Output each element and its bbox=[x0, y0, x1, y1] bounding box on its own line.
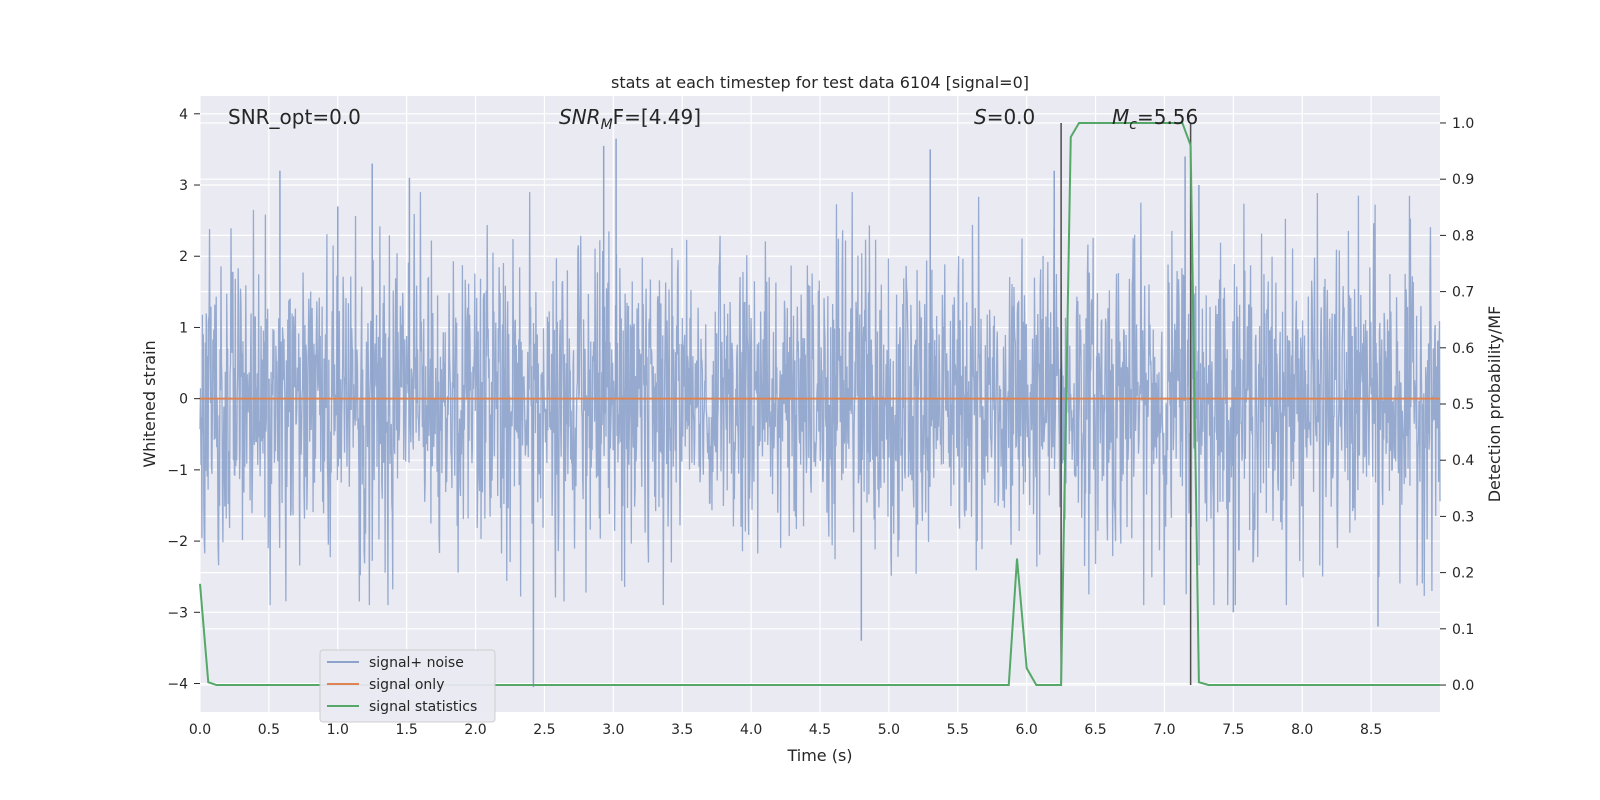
x-tick-label: 8.0 bbox=[1291, 722, 1313, 738]
y-tick-label: −2 bbox=[167, 534, 188, 550]
y-right-tick-label: 0.6 bbox=[1452, 341, 1474, 357]
x-tick-label: 0.5 bbox=[258, 722, 280, 738]
y-right-tick-label: 1.0 bbox=[1452, 116, 1474, 132]
annotation-snr-mf: SNRMF=[4.49] bbox=[559, 105, 701, 133]
legend-label-signal-statistics: signal statistics bbox=[369, 699, 477, 715]
y-tick-label: 1 bbox=[179, 320, 188, 336]
y-tick-label: −1 bbox=[167, 463, 188, 479]
vertical-markers bbox=[1060, 122, 1192, 686]
x-tick-label: 4.0 bbox=[740, 722, 762, 738]
x-tick-label: 3.0 bbox=[602, 722, 624, 738]
y-right-tick-label: 0.4 bbox=[1452, 453, 1474, 469]
y-axis-label: Whitened strain bbox=[140, 340, 159, 467]
signal-noise-line bbox=[199, 192, 1441, 606]
y-right-tick-label: 0.7 bbox=[1452, 285, 1474, 301]
x-tick-label: 1.0 bbox=[327, 722, 349, 738]
x-tick-label: 7.0 bbox=[1153, 722, 1175, 738]
annotation-snr-mf-rest: F=[4.49] bbox=[613, 105, 701, 129]
annotation-mc-rest: =5.56 bbox=[1137, 105, 1198, 129]
annotation-mc-main: M bbox=[1112, 105, 1129, 129]
y-right-tick-label: 0.5 bbox=[1452, 397, 1474, 413]
x-tick-label: 8.5 bbox=[1360, 722, 1382, 738]
x-tick-label: 6.5 bbox=[1084, 722, 1106, 738]
y-tick-label: −3 bbox=[167, 605, 188, 621]
signal-noise-series bbox=[199, 138, 1441, 688]
y-right-tick-label: 0.1 bbox=[1452, 622, 1474, 638]
y-axis-right-label: Detection probability/MF bbox=[1485, 306, 1504, 503]
y-tick-label: 2 bbox=[179, 249, 188, 265]
annotation-mc-sub: c bbox=[1129, 117, 1137, 133]
annotation-s: S=0.0 bbox=[974, 105, 1035, 129]
legend-label-signal-only: signal only bbox=[369, 677, 444, 693]
y-right-tick-label: 0.3 bbox=[1452, 509, 1474, 525]
signal-statistics-series bbox=[199, 121, 1440, 687]
y-right-tick-label: 0.2 bbox=[1452, 566, 1474, 582]
y-tick-label: −4 bbox=[167, 677, 188, 693]
y-right-tick-label: 0.8 bbox=[1452, 228, 1474, 244]
y-tick-label: 3 bbox=[179, 178, 188, 194]
axes: 0.0 0.5 1.0 1.5 2.0 2.5 3.0 3.5 4.0 4.5 5.0 5.5 6.0 6… bbox=[167, 107, 1474, 738]
x-axis-label: Time (s) bbox=[786, 746, 852, 765]
x-tick-label: 0.0 bbox=[189, 722, 211, 738]
annotation-snr-opt: SNR_opt=0.0 bbox=[228, 105, 361, 129]
x-tick-label: 6.0 bbox=[1016, 722, 1038, 738]
x-tick-label: 5.0 bbox=[878, 722, 900, 738]
x-tick-label: 7.5 bbox=[1222, 722, 1244, 738]
y-tick-label: 0 bbox=[179, 392, 188, 408]
annotation-s-main: S bbox=[974, 105, 987, 129]
annotation-snr-mf-main: SNR bbox=[559, 105, 601, 129]
y-right-tick-label: 0.9 bbox=[1452, 172, 1474, 188]
legend-box bbox=[319, 649, 496, 723]
x-tick-label: 1.5 bbox=[396, 722, 418, 738]
legend: signal+ noise signal only signal statist… bbox=[319, 649, 496, 723]
legend-label-signal-noise: signal+ noise bbox=[369, 655, 464, 671]
signal-statistics-line bbox=[199, 121, 1440, 687]
x-tick-label: 3.5 bbox=[671, 722, 693, 738]
annotation-snr-mf-sub: M bbox=[601, 117, 613, 133]
annotation-s-rest: =0.0 bbox=[987, 105, 1036, 129]
x-tick-label: 4.5 bbox=[809, 722, 831, 738]
x-tick-label: 2.0 bbox=[464, 722, 486, 738]
annotation-mc: Mc=5.56 bbox=[1112, 105, 1198, 133]
chart-title: stats at each timestep for test data 610… bbox=[611, 73, 1029, 92]
x-tick-label: 5.5 bbox=[947, 722, 969, 738]
y-right-tick-label: 0.0 bbox=[1452, 678, 1474, 694]
y-tick-label: 4 bbox=[179, 107, 188, 123]
x-tick-label: 2.5 bbox=[533, 722, 555, 738]
